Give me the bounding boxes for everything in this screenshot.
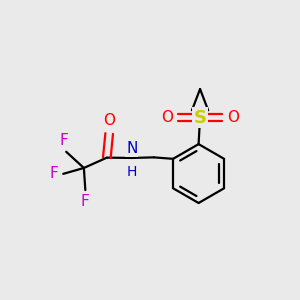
Text: F: F xyxy=(59,133,68,148)
Text: S: S xyxy=(194,109,207,127)
Text: N: N xyxy=(126,141,137,156)
Text: F: F xyxy=(50,166,58,181)
Text: H: H xyxy=(127,165,137,179)
Text: O: O xyxy=(103,112,115,128)
Text: F: F xyxy=(81,194,90,209)
Text: O: O xyxy=(227,110,239,125)
Text: O: O xyxy=(161,110,173,125)
